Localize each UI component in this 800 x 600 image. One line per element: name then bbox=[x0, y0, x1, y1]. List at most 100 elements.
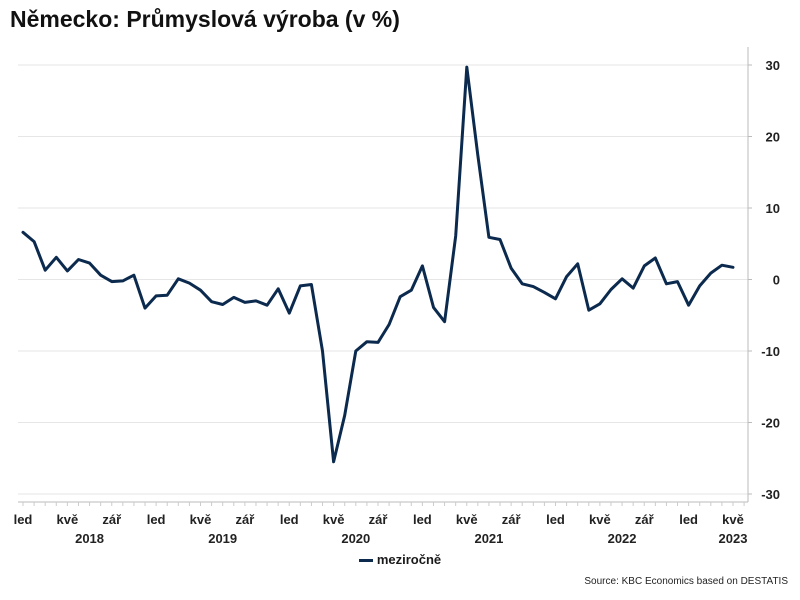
data-point bbox=[232, 296, 235, 299]
x-year-label: 2021 bbox=[474, 531, 503, 546]
x-year-label: 2018 bbox=[75, 531, 104, 546]
legend: meziročně bbox=[0, 552, 800, 567]
y-tick-label: 10 bbox=[766, 201, 780, 216]
x-year-label: 2019 bbox=[208, 531, 237, 546]
data-point bbox=[321, 350, 324, 353]
data-point bbox=[432, 306, 435, 309]
y-tick-label: -20 bbox=[761, 416, 780, 431]
data-point bbox=[44, 269, 47, 272]
data-point bbox=[554, 297, 557, 300]
data-point bbox=[266, 304, 269, 307]
y-tick-label: 0 bbox=[773, 273, 780, 288]
data-point bbox=[665, 282, 668, 285]
data-point bbox=[454, 234, 457, 237]
legend-label: meziročně bbox=[376, 552, 442, 567]
data-point bbox=[687, 304, 690, 307]
legend-swatch bbox=[358, 559, 373, 563]
x-tick-label: zář bbox=[102, 512, 122, 527]
data-point bbox=[288, 312, 291, 315]
y-tick-label: -30 bbox=[761, 487, 780, 502]
data-point bbox=[166, 294, 169, 297]
x-year-label: 2022 bbox=[608, 531, 637, 546]
data-point bbox=[22, 231, 25, 234]
data-point bbox=[388, 323, 391, 326]
x-year-label: 2023 bbox=[719, 531, 748, 546]
data-point bbox=[177, 277, 180, 280]
data-point bbox=[77, 258, 80, 261]
x-tick-label: led bbox=[413, 512, 432, 527]
data-point bbox=[598, 302, 601, 305]
series-layer bbox=[21, 65, 735, 464]
data-point bbox=[299, 284, 302, 287]
data-point bbox=[121, 279, 124, 282]
data-point bbox=[33, 240, 36, 243]
x-tick-label: zář bbox=[502, 512, 522, 527]
data-point bbox=[499, 238, 502, 241]
data-point bbox=[354, 350, 357, 353]
data-point bbox=[221, 303, 224, 306]
data-point bbox=[343, 414, 346, 417]
x-tick-label: led bbox=[14, 512, 33, 527]
data-point bbox=[210, 300, 213, 303]
tick-labels: 30 20 10 0 -10 -20 -30 led kvě zář led kvě zář led kvě… bbox=[14, 58, 780, 546]
data-point bbox=[365, 340, 368, 343]
x-tick-label: kvě bbox=[589, 512, 611, 527]
x-tick-label: led bbox=[546, 512, 565, 527]
data-point bbox=[399, 295, 402, 298]
data-point bbox=[254, 299, 257, 302]
x-tick-label: led bbox=[679, 512, 698, 527]
data-point bbox=[155, 294, 158, 297]
data-point bbox=[66, 269, 69, 272]
data-point bbox=[621, 277, 624, 280]
data-point bbox=[698, 284, 701, 287]
data-point bbox=[676, 280, 679, 283]
data-point bbox=[199, 289, 202, 292]
x-tick-label: zář bbox=[369, 512, 389, 527]
axes bbox=[18, 47, 752, 506]
y-tick-label: 20 bbox=[766, 130, 780, 145]
y-tick-label: -10 bbox=[761, 344, 780, 359]
data-point bbox=[144, 307, 147, 310]
data-point bbox=[643, 264, 646, 267]
data-point bbox=[720, 264, 723, 267]
data-point bbox=[587, 309, 590, 312]
data-point bbox=[410, 289, 413, 292]
x-tick-label: zář bbox=[235, 512, 255, 527]
source-note: Source: KBC Economics based on DESTATIS bbox=[584, 576, 788, 587]
y-tick-label: 30 bbox=[766, 58, 780, 73]
data-point bbox=[709, 272, 712, 275]
data-point bbox=[243, 301, 246, 304]
data-point bbox=[277, 287, 280, 290]
data-point bbox=[310, 283, 313, 286]
x-tick-label: led bbox=[147, 512, 166, 527]
data-point bbox=[565, 275, 568, 278]
data-point bbox=[132, 274, 135, 277]
data-point bbox=[476, 154, 479, 157]
x-tick-label: led bbox=[280, 512, 299, 527]
chart-title: Německo: Průmyslová výroba (v %) bbox=[10, 6, 400, 32]
data-point bbox=[55, 256, 58, 259]
x-tick-label: kvě bbox=[57, 512, 79, 527]
data-point bbox=[332, 460, 335, 463]
data-point bbox=[532, 285, 535, 288]
data-point bbox=[654, 257, 657, 260]
x-tick-label: zář bbox=[635, 512, 655, 527]
data-point bbox=[377, 341, 380, 344]
data-point bbox=[188, 282, 191, 285]
data-point bbox=[632, 287, 635, 290]
data-point bbox=[421, 264, 424, 267]
data-point bbox=[576, 262, 579, 265]
x-year-label: 2020 bbox=[341, 531, 370, 546]
series-line-mezirocne bbox=[21, 65, 735, 464]
data-point bbox=[110, 280, 113, 283]
data-point bbox=[465, 66, 468, 69]
data-point bbox=[510, 267, 513, 270]
data-point bbox=[543, 291, 546, 294]
data-point bbox=[443, 320, 446, 323]
x-tick-label: kvě bbox=[722, 512, 744, 527]
gridlines bbox=[18, 64, 748, 495]
x-tick-label: kvě bbox=[323, 512, 345, 527]
data-point bbox=[521, 282, 524, 285]
data-point bbox=[732, 266, 735, 269]
